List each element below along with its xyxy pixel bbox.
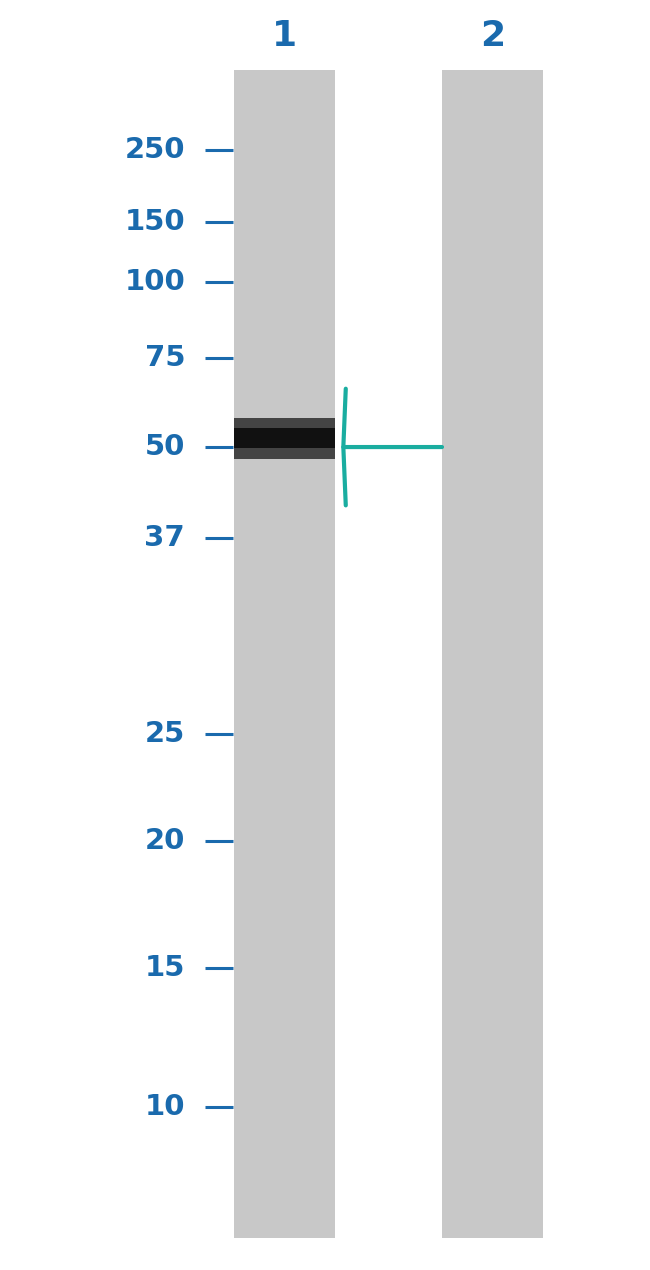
Bar (234, 70, 335, 1238)
Text: 37: 37 (144, 525, 185, 552)
Text: 75: 75 (145, 344, 185, 372)
Bar (442, 70, 543, 1238)
Text: 25: 25 (145, 720, 185, 748)
Text: 15: 15 (145, 954, 185, 982)
Text: 2: 2 (480, 19, 505, 52)
Text: 1: 1 (272, 19, 296, 52)
Text: 20: 20 (145, 827, 185, 855)
Text: 10: 10 (145, 1093, 185, 1121)
Text: 100: 100 (125, 268, 185, 296)
Bar (234, 428, 335, 448)
Text: 150: 150 (125, 208, 185, 236)
Text: 250: 250 (125, 136, 185, 164)
Text: 50: 50 (145, 433, 185, 461)
Bar (234, 418, 335, 458)
